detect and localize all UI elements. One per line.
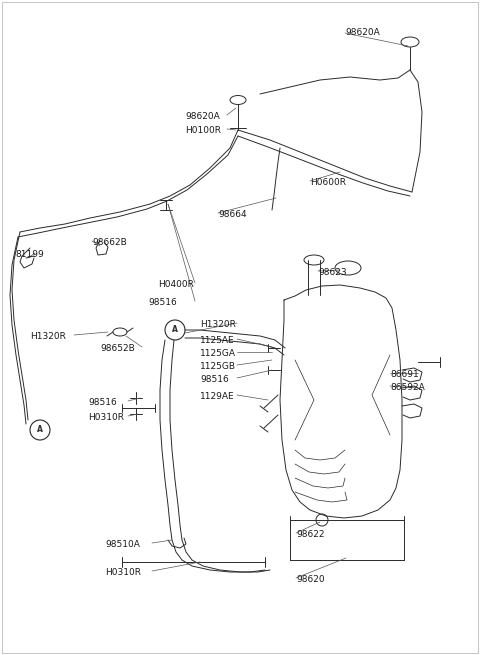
Text: 98510A: 98510A: [105, 540, 140, 549]
Text: 1125GA: 1125GA: [200, 349, 236, 358]
Text: 98620: 98620: [296, 575, 324, 584]
Text: H1320R: H1320R: [200, 320, 236, 329]
Text: 1125GB: 1125GB: [200, 362, 236, 371]
Text: H0400R: H0400R: [158, 280, 194, 289]
Text: H0600R: H0600R: [310, 178, 346, 187]
Text: 98620A: 98620A: [185, 112, 220, 121]
Text: H0310R: H0310R: [105, 568, 141, 577]
Text: 98516: 98516: [88, 398, 117, 407]
Text: H0100R: H0100R: [185, 126, 221, 135]
Text: 98622: 98622: [296, 530, 324, 539]
Text: 98662B: 98662B: [92, 238, 127, 247]
Text: 98623: 98623: [318, 268, 347, 277]
Text: 98516: 98516: [200, 375, 229, 384]
Text: 98516: 98516: [148, 298, 177, 307]
Text: 86592A: 86592A: [390, 383, 425, 392]
Text: 98664: 98664: [218, 210, 247, 219]
Text: 98652B: 98652B: [100, 344, 135, 353]
Text: 81199: 81199: [15, 250, 44, 259]
Text: 86691: 86691: [390, 370, 419, 379]
Text: A: A: [172, 326, 178, 335]
Text: 98620A: 98620A: [345, 28, 380, 37]
Text: A: A: [37, 426, 43, 434]
Text: H1320R: H1320R: [30, 332, 66, 341]
Text: 1125AE: 1125AE: [200, 336, 235, 345]
Text: H0310R: H0310R: [88, 413, 124, 422]
Text: 1129AE: 1129AE: [200, 392, 235, 401]
